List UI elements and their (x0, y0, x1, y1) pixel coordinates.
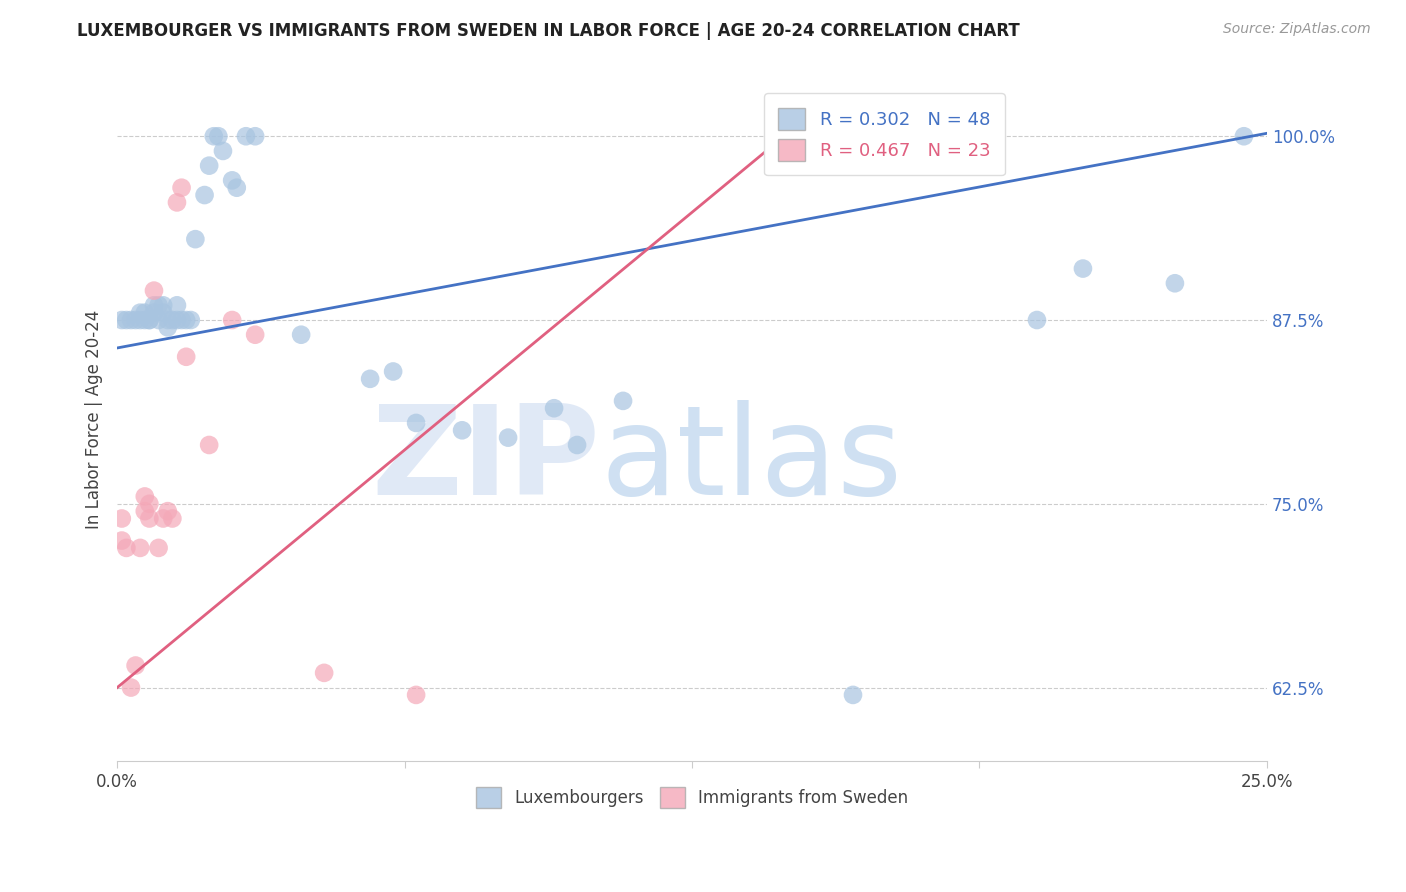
Point (111, 313, 134, 327)
Point (111, 511, 134, 525)
Point (543, 401, 565, 416)
Point (565, 438, 588, 452)
Point (143, 284, 166, 298)
Point (152, 298, 174, 312)
Point (166, 313, 188, 327)
Point (184, 232, 207, 246)
Point (221, 173, 243, 187)
Point (120, 313, 142, 327)
Point (1164, 277, 1187, 291)
Point (134, 490, 156, 504)
Point (198, 159, 221, 173)
Point (156, 504, 179, 518)
Text: atlas: atlas (600, 400, 903, 521)
Point (152, 511, 174, 525)
Point (1233, 129, 1256, 144)
Point (129, 541, 152, 555)
Point (174, 350, 197, 364)
Point (243, 327, 266, 342)
Point (115, 313, 138, 327)
Point (496, 431, 519, 445)
Point (138, 313, 160, 327)
Point (143, 298, 166, 312)
Point (451, 423, 474, 437)
Point (612, 393, 634, 408)
Point (212, 144, 235, 158)
Point (290, 327, 312, 342)
Point (166, 195, 188, 210)
Point (1071, 261, 1094, 276)
Point (138, 511, 160, 525)
Point (111, 533, 134, 548)
Point (134, 306, 156, 320)
Point (148, 313, 170, 327)
Point (405, 416, 427, 430)
Point (129, 306, 152, 320)
Point (152, 306, 174, 320)
Point (170, 313, 193, 327)
Point (138, 497, 160, 511)
Point (156, 313, 179, 327)
Point (166, 298, 188, 312)
Point (359, 372, 381, 386)
Point (124, 313, 146, 327)
Point (162, 313, 184, 327)
Point (129, 313, 152, 327)
Point (115, 541, 138, 555)
Point (143, 306, 166, 320)
Point (193, 188, 215, 202)
Point (202, 129, 225, 144)
Text: LUXEMBOURGER VS IMMIGRANTS FROM SWEDEN IN LABOR FORCE | AGE 20-24 CORRELATION CH: LUXEMBOURGER VS IMMIGRANTS FROM SWEDEN I… (77, 22, 1021, 40)
Point (120, 681, 142, 695)
Y-axis label: In Labor Force | Age 20-24: In Labor Force | Age 20-24 (86, 310, 103, 529)
Point (174, 313, 197, 327)
Point (170, 180, 193, 194)
Point (148, 298, 170, 312)
Point (314, 665, 336, 680)
Point (138, 313, 160, 327)
Point (1026, 313, 1049, 327)
Point (198, 438, 221, 452)
Legend: Luxembourgers, Immigrants from Sweden: Luxembourgers, Immigrants from Sweden (468, 780, 915, 814)
Point (382, 364, 405, 378)
Point (124, 658, 146, 673)
Point (842, 688, 865, 702)
Point (134, 504, 156, 518)
Point (225, 180, 247, 194)
Point (162, 511, 184, 525)
Text: Source: ZipAtlas.com: Source: ZipAtlas.com (1223, 22, 1371, 37)
Point (180, 313, 202, 327)
Point (235, 129, 257, 144)
Point (134, 313, 156, 327)
Point (405, 688, 427, 702)
Point (243, 129, 266, 144)
Point (207, 129, 229, 144)
Point (156, 320, 179, 334)
Point (148, 541, 170, 555)
Text: ZIP: ZIP (371, 400, 600, 521)
Point (221, 313, 243, 327)
